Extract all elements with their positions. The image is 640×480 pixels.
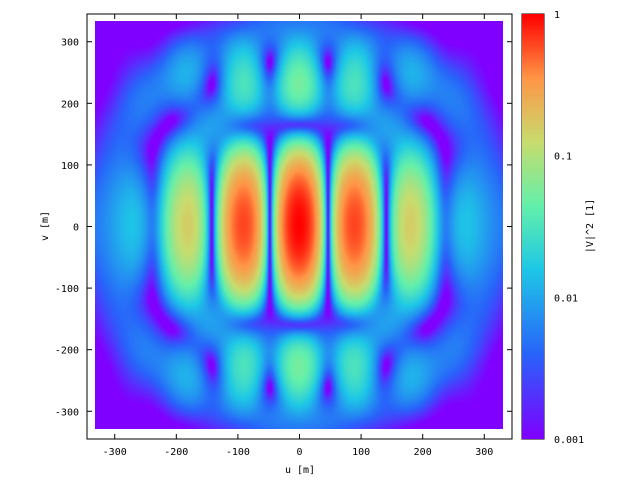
colorbar-tick-label: 0.1	[554, 152, 572, 163]
y-tick-label: -100	[55, 284, 79, 295]
x-axis-ticks: -300 -200 -100 0 100 200 300	[103, 14, 493, 458]
y-axis-label: v [m]	[40, 211, 51, 241]
x-tick-label: -300	[103, 447, 127, 458]
y-tick-label: 200	[61, 99, 79, 110]
colorbar-gradient	[522, 14, 544, 439]
x-tick-label: 300	[475, 447, 493, 458]
y-axis-ticks: -300 -200 -100 0 100 200 300	[55, 38, 512, 418]
x-tick-label: 100	[352, 447, 370, 458]
y-tick-label: 300	[61, 38, 79, 49]
x-axis-label: u [m]	[285, 465, 315, 476]
y-tick-label: 100	[61, 161, 79, 172]
plot-area: -300 -200 -100 0 100 200 300 -300 -200 -100 0 100 2…	[55, 13, 513, 458]
y-tick-label: 0	[73, 223, 79, 234]
x-tick-label: 200	[414, 447, 432, 458]
x-tick-label: -100	[226, 447, 250, 458]
colorbar-canvas	[522, 14, 544, 439]
colorbar-label: |V|^2 [1]	[585, 199, 596, 253]
colorbar-tick-label: 0.001	[554, 435, 584, 446]
heatmap-image	[95, 21, 503, 429]
colorbar-tick-label: 0.01	[554, 293, 578, 304]
colorbar-tick-label: 1	[554, 10, 560, 21]
y-tick-label: -300	[55, 407, 79, 418]
heatmap-canvas	[95, 21, 503, 429]
x-tick-label: 0	[296, 447, 302, 458]
x-tick-label: -200	[164, 447, 188, 458]
y-tick-label: -200	[55, 346, 79, 357]
